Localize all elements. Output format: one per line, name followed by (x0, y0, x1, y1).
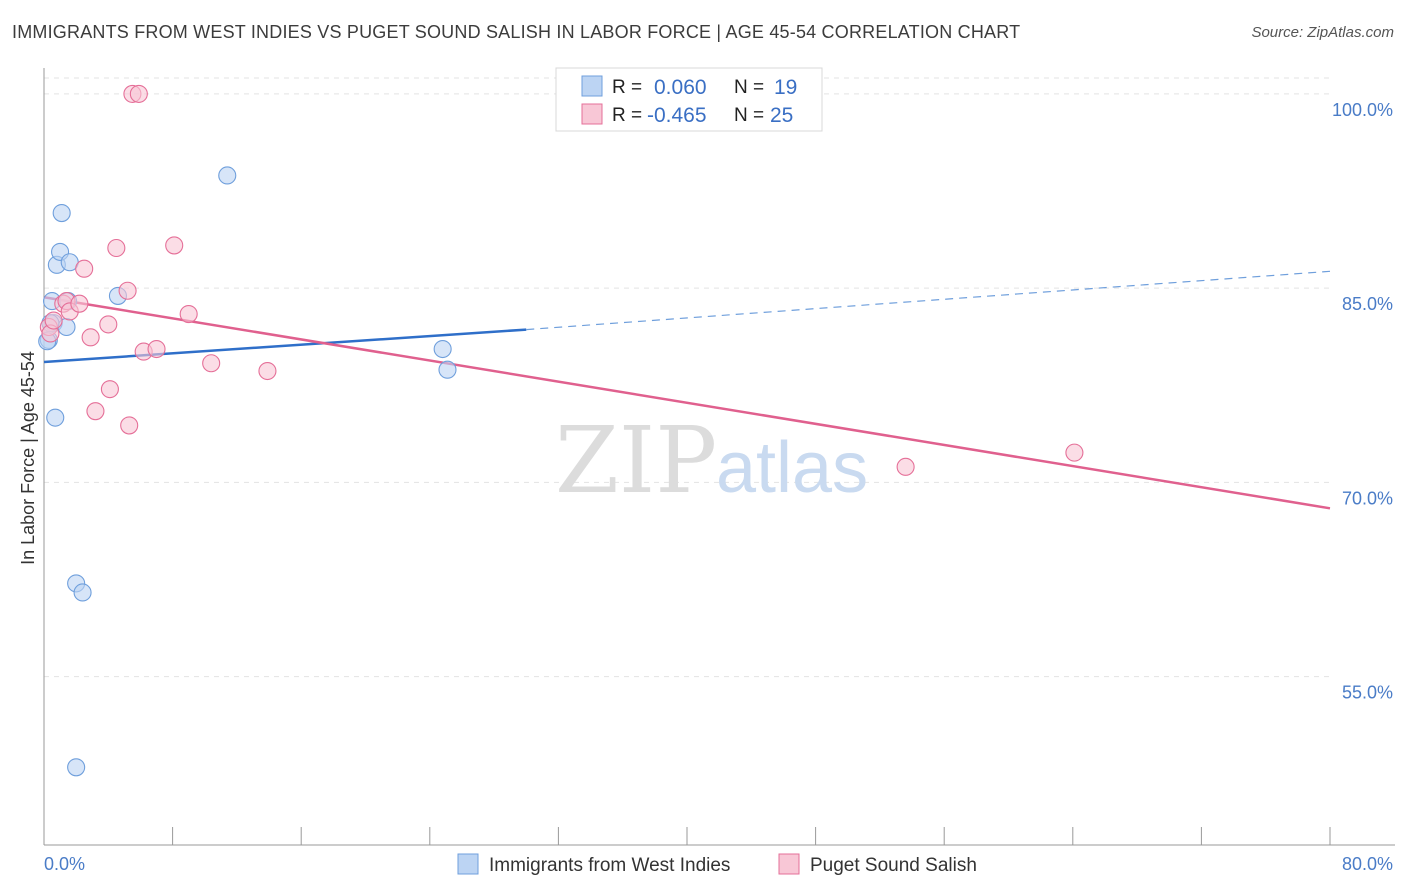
y-tick-label: 85.0% (1342, 294, 1393, 314)
watermark-atlas: atlas (716, 428, 868, 508)
trend-line-1 (43, 295, 1331, 510)
stats-swatch-puget-sound (581, 103, 603, 125)
stats-n-label-2: N = (734, 105, 764, 126)
data-point-west-indies (52, 203, 71, 223)
watermark-zip: ZIP (555, 407, 717, 514)
y-tick-label: 100.0% (1332, 100, 1393, 120)
data-point-west-indies (73, 583, 92, 602)
stats-r-label-1: R = (612, 77, 642, 98)
data-point-puget-sound (129, 84, 148, 103)
data-point-puget-sound (100, 380, 119, 399)
x-tick-label-min: 0.0% (44, 854, 85, 874)
axes (43, 68, 1395, 846)
y-tick-label: 55.0% (1342, 683, 1393, 703)
trend-lines (43, 270, 1331, 510)
data-point-puget-sound (1065, 443, 1084, 462)
data-point-puget-sound (118, 281, 137, 300)
data-point-puget-sound (165, 236, 184, 255)
y-axis-label: In Labor Force | Age 45-54 (18, 351, 38, 565)
stats-n-value-2: 25 (770, 104, 793, 127)
data-points (38, 84, 1084, 777)
data-point-puget-sound (120, 416, 139, 435)
stats-swatch-west-indies (581, 75, 603, 97)
source-note: Source: ZipAtlas.com (1251, 24, 1394, 41)
stats-r-value-1: 0.060 (654, 76, 707, 99)
y-tick-labels: 55.0% 70.0% 85.0% 100.0% (1332, 100, 1393, 703)
data-point-puget-sound (202, 354, 221, 373)
data-point-west-indies (67, 758, 86, 777)
data-point-puget-sound (258, 361, 277, 381)
stats-n-value-1: 19 (774, 76, 797, 99)
stats-legend: R = 0.060 N = 19 R = -0.465 N = 25 (555, 67, 823, 132)
stats-r-value-2: -0.465 (647, 104, 707, 127)
data-point-west-indies (218, 166, 237, 185)
stats-n-label-1: N = (734, 77, 764, 98)
data-point-puget-sound (86, 402, 105, 421)
data-point-puget-sound (99, 315, 118, 334)
trend-line-extension-0 (526, 270, 1331, 331)
data-point-west-indies (46, 408, 65, 427)
data-point-west-indies (438, 360, 457, 379)
data-point-puget-sound (81, 328, 100, 347)
legend-label-west-indies: Immigrants from West Indies (489, 855, 730, 876)
x-tick-label-max: 80.0% (1342, 854, 1393, 874)
data-point-puget-sound (179, 304, 198, 324)
data-point-puget-sound (75, 259, 94, 278)
series-legend: Immigrants from West Indies Puget Sound … (457, 853, 977, 876)
chart-title: IMMIGRANTS FROM WEST INDIES VS PUGET SOU… (12, 22, 1021, 42)
data-point-puget-sound (107, 238, 126, 258)
data-point-puget-sound (147, 339, 166, 359)
y-tick-label: 70.0% (1342, 488, 1393, 508)
data-point-puget-sound (896, 457, 915, 476)
legend-swatch-west-indies (457, 853, 479, 875)
grid-lines (44, 77, 1330, 678)
legend-label-puget-sound: Puget Sound Salish (810, 855, 977, 876)
watermark: ZIP atlas (555, 407, 868, 514)
data-point-puget-sound (44, 311, 63, 330)
data-point-puget-sound (70, 294, 89, 313)
stats-r-label-2: R = (612, 105, 642, 126)
legend-swatch-puget-sound (778, 853, 800, 875)
trend-line-0 (43, 328, 527, 364)
data-point-west-indies (433, 339, 452, 359)
